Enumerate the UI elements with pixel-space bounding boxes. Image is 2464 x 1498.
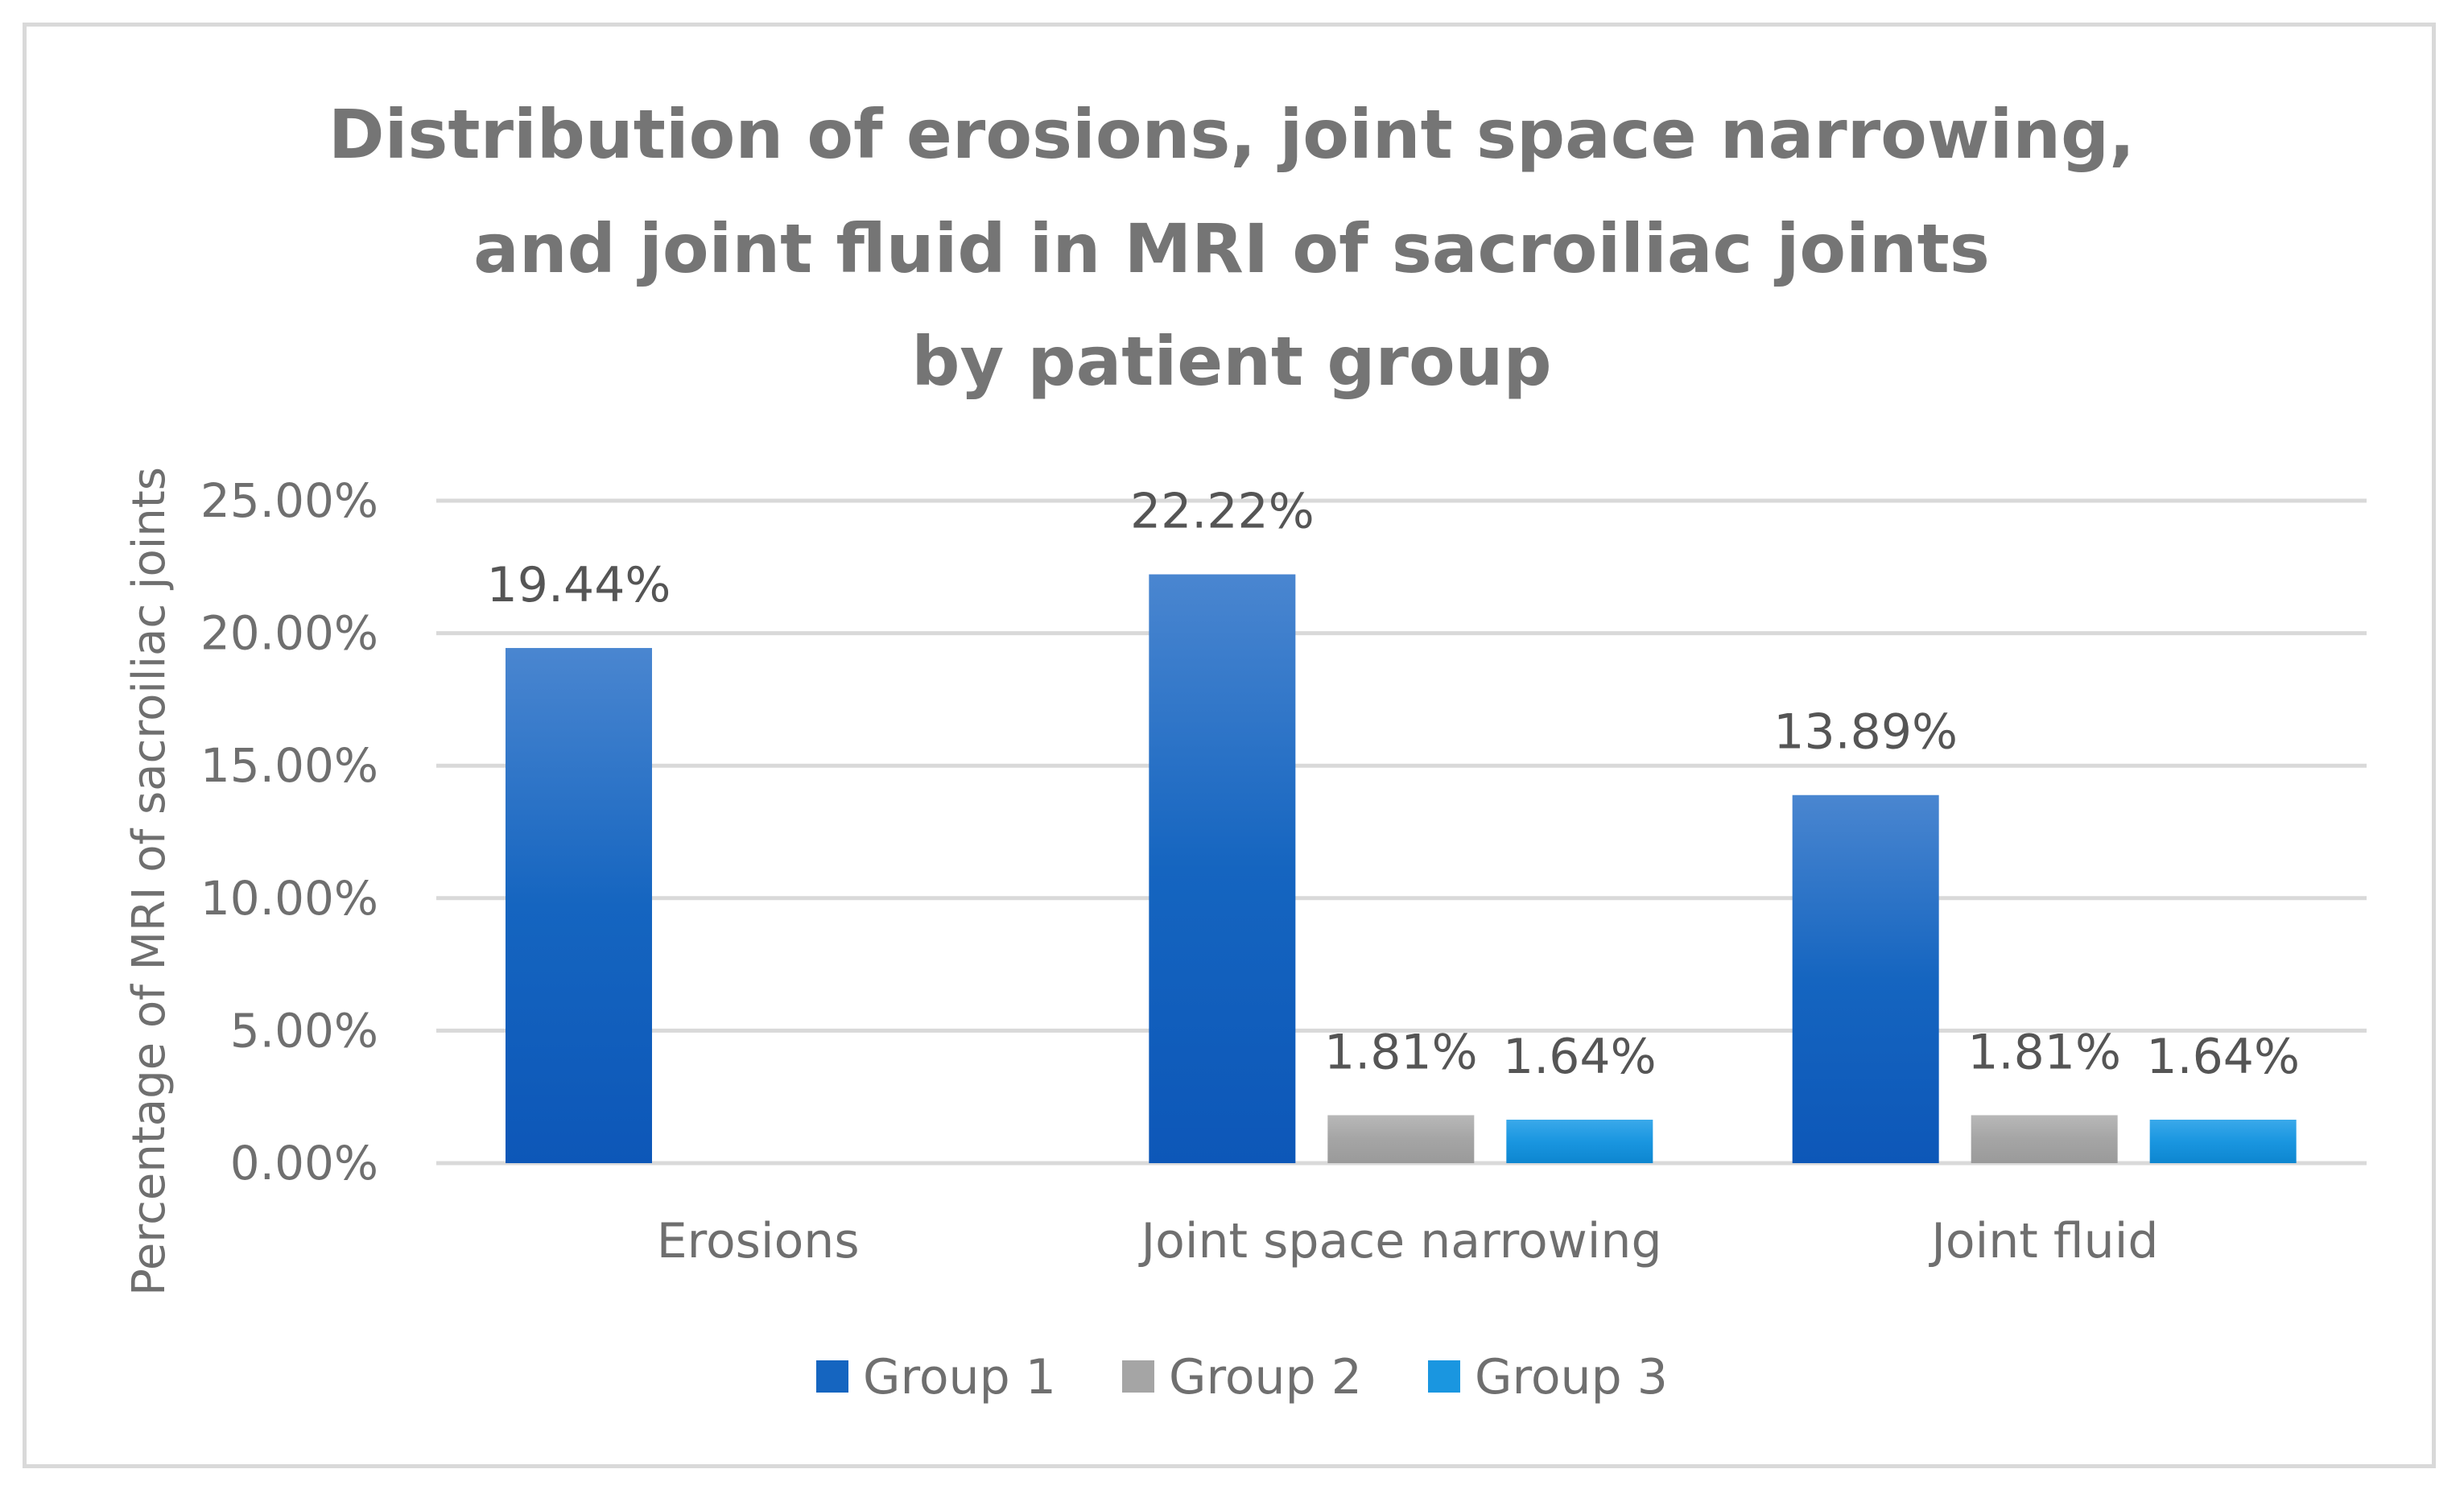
y-tick-label: 25.00% [200,473,378,528]
bar-group-2 [1327,1115,1475,1163]
chart-title-line-1: Distribution of erosions, joint space na… [328,95,2135,174]
data-label: 1.81% [1967,1024,2121,1080]
y-tick-label: 20.00% [200,606,378,661]
legend-swatch [1122,1360,1154,1393]
bar-group-1 [506,648,652,1163]
y-axis-ticks: 0.00% 5.00% 10.00% 15.00% 20.00% 25.00% [200,473,378,1191]
chart-title-line-2: and joint fluid in MRI of sacroiliac joi… [473,209,1990,288]
chart-title: Distribution of erosions, joint space na… [328,95,2135,401]
x-axis-categories: Erosions Joint space narrowing Joint fluid [657,1213,2159,1269]
x-category-label: Erosions [657,1213,860,1269]
bar-group-3 [2149,1120,2297,1163]
bar-group-1 [1149,574,1296,1163]
legend-label: Group 2 [1169,1349,1362,1405]
y-tick-label: 15.00% [200,738,378,793]
x-category-label: Joint space narrowing [1137,1213,1661,1269]
legend-label: Group 1 [863,1349,1056,1405]
data-label: 13.89% [1773,704,1958,761]
data-label: 1.81% [1324,1024,1478,1080]
y-tick-label: 0.00% [230,1136,378,1191]
data-label: 1.64% [1503,1029,1657,1085]
legend-label: Group 3 [1475,1349,1668,1405]
y-axis-title: Percentage of MRI of sacroiliac joints [123,467,175,1296]
y-tick-label: 5.00% [230,1003,378,1058]
chart-title-line-3: by patient group [911,322,1551,401]
legend-swatch [1428,1360,1460,1393]
data-labels: 19.44% 22.22% 1.81% 1.64% 13.89% 1.81% 1.64% [487,484,2300,1085]
bar-group-2 [1971,1115,2118,1163]
legend: Group 1 Group 2 Group 3 [816,1349,1668,1405]
legend-swatch [816,1360,848,1393]
data-label: 19.44% [487,557,671,613]
data-label: 22.22% [1130,484,1315,540]
bar-group-1 [1792,794,1939,1163]
bar-group-3 [1506,1120,1653,1163]
bars [506,574,2297,1163]
data-label: 1.64% [2146,1029,2300,1085]
y-tick-label: 10.00% [200,871,378,926]
x-category-label: Joint fluid [1928,1213,2158,1269]
